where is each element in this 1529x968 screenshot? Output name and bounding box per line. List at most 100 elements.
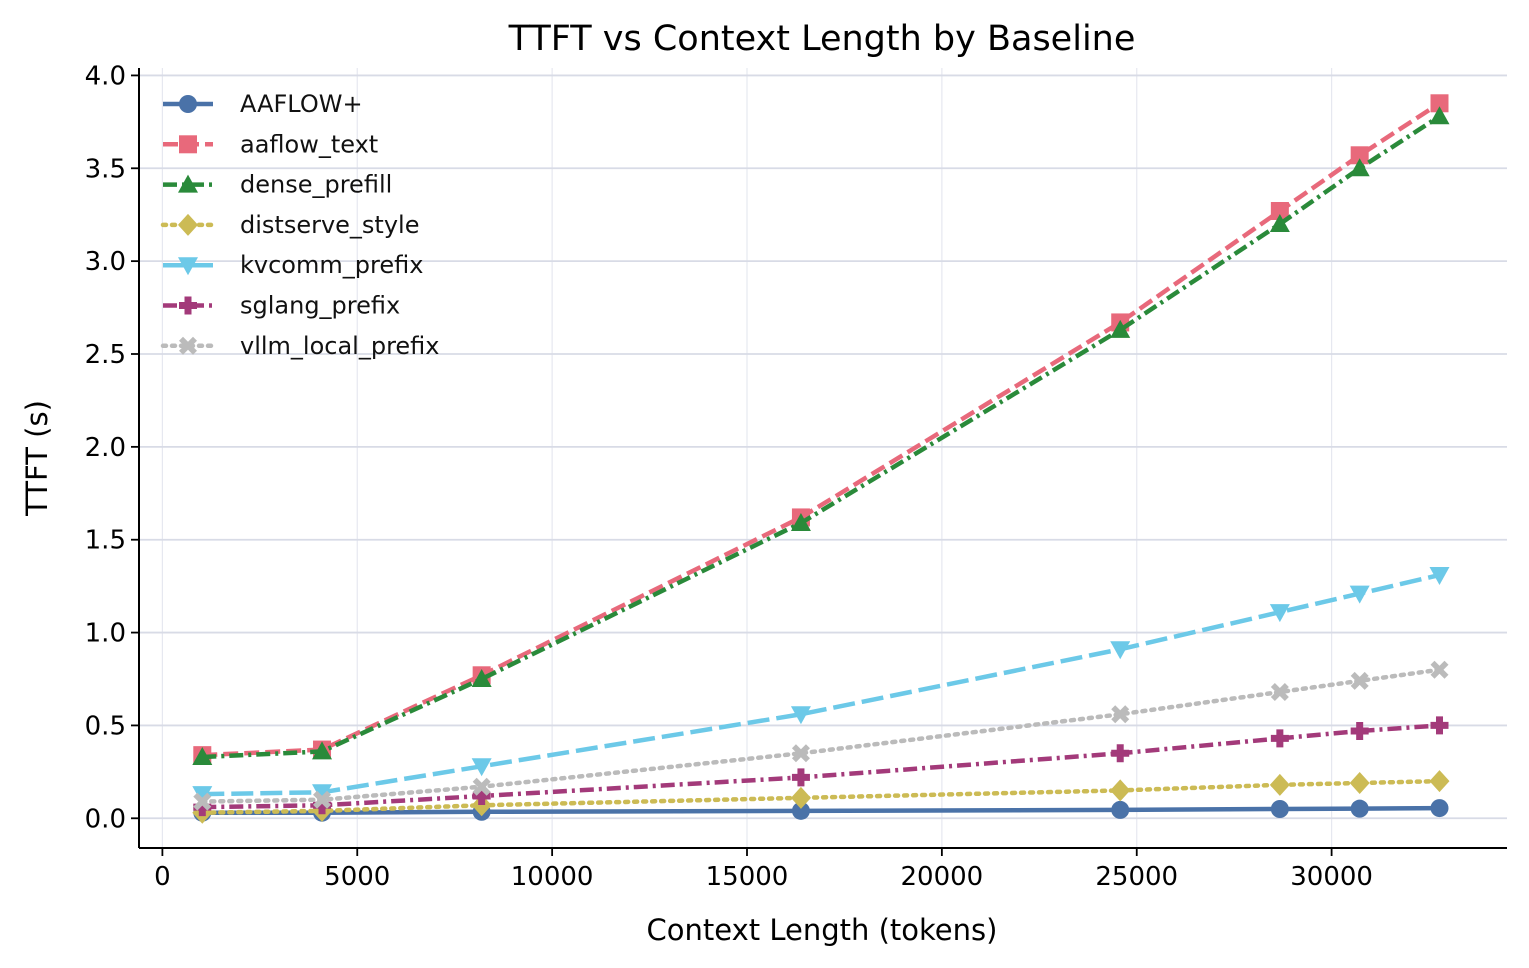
data-point <box>1429 770 1450 793</box>
y-axis-title: TTFT (s) <box>20 400 54 517</box>
legend-label: kvcomm_prefix <box>240 251 423 279</box>
legend-label: dense_prefill <box>240 171 392 199</box>
y-tick-label: 4.0 <box>85 61 126 91</box>
y-tick-label: 0.5 <box>85 711 126 741</box>
y-tick-label: 2.5 <box>85 340 126 370</box>
data-point <box>1350 671 1369 690</box>
data-point <box>1350 146 1369 165</box>
data-point <box>1349 158 1370 177</box>
data-point <box>312 741 333 760</box>
y-tick-label: 1.5 <box>85 526 126 556</box>
series-line <box>202 101 1441 758</box>
series-vllm_local_prefix <box>193 660 1449 811</box>
series-line <box>202 723 1440 810</box>
axis-layer: 0 5000 10000 15000 20000 25000 30000 0.0 0.5 1.0 1… <box>85 61 1507 892</box>
x-tick-label: 10000 <box>511 862 594 892</box>
y-tick-label: 0.0 <box>85 804 126 834</box>
legend-entry: AAFLOW+ <box>163 90 363 118</box>
legend-marker <box>179 95 197 113</box>
data-point <box>313 790 332 809</box>
data-point <box>1349 772 1370 794</box>
legend-marker <box>179 135 197 154</box>
data-point <box>791 744 810 763</box>
chart-title: TTFT vs Context Length by Baseline <box>508 19 1136 59</box>
data-point <box>1350 799 1369 818</box>
data-point <box>192 747 213 765</box>
legend-marker <box>178 174 198 193</box>
data-point <box>791 801 810 820</box>
data-point <box>1429 567 1450 585</box>
legend-entry: vllm_local_prefix <box>160 332 440 360</box>
data-point <box>471 794 492 817</box>
data-point <box>471 758 492 777</box>
y-tick-label: 3.5 <box>85 154 126 184</box>
legend: AAFLOW+ aaflow_text dense_prefill distserve… <box>160 90 440 360</box>
data-point <box>1270 729 1289 748</box>
series-line <box>200 667 1442 804</box>
data-point <box>472 777 491 796</box>
y-tick-label: 2.0 <box>85 433 126 463</box>
x-tick-label: 20000 <box>901 862 984 892</box>
data-point <box>791 768 810 787</box>
data-point <box>313 796 332 815</box>
x-tick-label: 25000 <box>1095 862 1178 892</box>
x-axis-title: Context Length (tokens) <box>647 913 998 947</box>
data-point <box>1269 214 1290 232</box>
data-point <box>1110 319 1131 338</box>
data-point <box>1350 722 1369 740</box>
data-point <box>312 784 333 803</box>
series-line <box>202 114 1441 760</box>
series-line <box>202 572 1441 797</box>
legend-entry: aaflow_text <box>163 130 378 158</box>
legend-marker <box>179 296 197 315</box>
data-point <box>1111 800 1130 819</box>
legend-label: aaflow_text <box>240 130 378 158</box>
data-point <box>1110 641 1131 660</box>
legend-label: vllm_local_prefix <box>240 332 440 360</box>
data-point <box>1270 202 1289 220</box>
data-point <box>1430 94 1449 113</box>
series-dense_prefill <box>192 106 1450 765</box>
legend-entry: distserve_style <box>160 211 419 239</box>
legend-entry: sglang_prefix <box>163 292 400 320</box>
data-point <box>1349 585 1370 604</box>
data-point <box>1429 106 1450 125</box>
series-line <box>200 778 1442 815</box>
data-point <box>790 706 811 725</box>
legend-label: sglang_prefix <box>240 292 400 320</box>
data-point <box>1430 799 1449 818</box>
data-point <box>790 786 811 809</box>
legend-label: distserve_style <box>240 211 419 239</box>
legend-marker <box>179 336 197 355</box>
legend-label: AAFLOW+ <box>240 90 363 118</box>
x-tick-label: 5000 <box>324 862 390 892</box>
data-point <box>193 798 212 817</box>
data-point <box>1270 683 1289 701</box>
data-point <box>1269 773 1290 796</box>
series-line <box>202 805 1440 815</box>
data-point <box>790 513 811 531</box>
x-tick-label: 0 <box>154 862 171 892</box>
legend-entry: dense_prefill <box>163 171 392 199</box>
data-point <box>471 669 492 687</box>
legend-entry: kvcomm_prefix <box>163 251 423 279</box>
data-point <box>472 787 491 805</box>
y-tick-label: 3.0 <box>85 247 126 277</box>
legend-marker <box>178 257 198 276</box>
data-point <box>1269 604 1290 623</box>
grid-layer <box>139 68 1507 848</box>
data-point <box>192 786 213 805</box>
data-point <box>1110 779 1131 802</box>
series-sglang_prefix <box>193 716 1449 817</box>
data-point <box>1430 716 1449 735</box>
series-layer <box>192 94 1450 824</box>
x-tick-label: 30000 <box>1290 862 1373 892</box>
data-point <box>1111 744 1130 763</box>
series-kvcomm_prefix <box>192 567 1450 805</box>
data-point <box>1111 705 1130 724</box>
data-point <box>1430 660 1449 679</box>
data-point <box>1270 800 1289 818</box>
x-tick-label: 15000 <box>706 862 789 892</box>
